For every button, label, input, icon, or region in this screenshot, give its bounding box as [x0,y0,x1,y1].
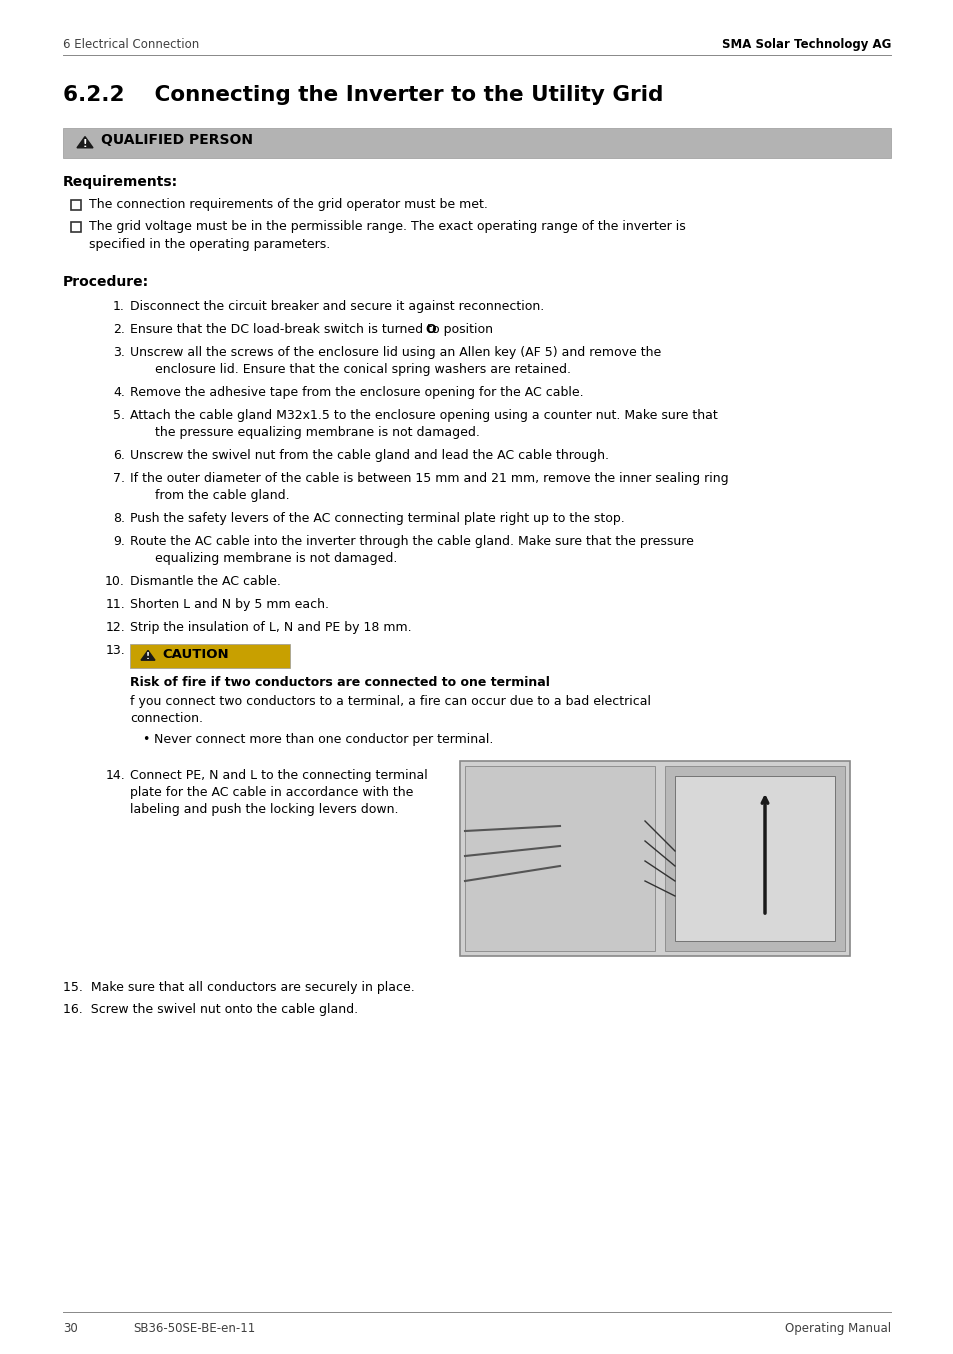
Text: 12.: 12. [105,621,125,634]
Text: Procedure:: Procedure: [63,275,149,288]
Text: !: ! [83,139,88,149]
Text: 14.: 14. [105,769,125,783]
Bar [63,129,890,158]
Text: The connection requirements of the grid operator must be met.: The connection requirements of the grid … [89,198,487,211]
Text: QUALIFIED PERSON: QUALIFIED PERSON [101,133,253,148]
Text: equalizing membrane is not damaged.: equalizing membrane is not damaged. [154,552,397,565]
Text: Unscrew the swivel nut from the cable gland and lead the AC cable through.: Unscrew the swivel nut from the cable gl… [130,450,608,462]
Text: enclosure lid. Ensure that the conical spring washers are retained.: enclosure lid. Ensure that the conical s… [154,363,571,376]
Text: 13.: 13. [105,645,125,657]
Bar [71,222,81,232]
Text: 4.: 4. [113,386,125,399]
Text: Route the AC cable into the inverter through the cable gland. Make sure that the: Route the AC cable into the inverter thr… [130,535,693,548]
Text: Operating Manual: Operating Manual [784,1322,890,1335]
Text: 10.: 10. [105,575,125,588]
Bar [464,766,655,951]
Polygon shape [141,650,154,661]
Polygon shape [77,137,92,148]
Text: If the outer diameter of the cable is between 15 mm and 21 mm, remove the inner : If the outer diameter of the cable is be… [130,473,728,485]
Text: 9.: 9. [113,535,125,548]
Text: .: . [433,324,436,336]
Text: The grid voltage must be in the permissible range. The exact operating range of : The grid voltage must be in the permissi… [89,219,685,233]
Text: specified in the operating parameters.: specified in the operating parameters. [89,238,330,250]
Text: 1.: 1. [113,301,125,313]
Text: Disconnect the circuit breaker and secure it against reconnection.: Disconnect the circuit breaker and secur… [130,301,543,313]
Bar [459,761,849,956]
Text: 6.2.2    Connecting the Inverter to the Utility Grid: 6.2.2 Connecting the Inverter to the Uti… [63,85,662,106]
Text: the pressure equalizing membrane is not damaged.: the pressure equalizing membrane is not … [154,427,479,439]
Text: Shorten L and N by 5 mm each.: Shorten L and N by 5 mm each. [130,598,329,611]
Text: Attach the cable gland M32x1.5 to the enclosure opening using a counter nut. Mak: Attach the cable gland M32x1.5 to the en… [130,409,717,422]
Text: from the cable gland.: from the cable gland. [154,489,290,502]
Text: Push the safety levers of the AC connecting terminal plate right up to the stop.: Push the safety levers of the AC connect… [130,512,624,525]
Bar [130,645,290,668]
Text: •: • [142,733,150,746]
Text: Connect PE, N and L to the connecting terminal: Connect PE, N and L to the connecting te… [130,769,427,783]
Text: 30: 30 [63,1322,77,1335]
Text: O: O [424,324,436,336]
Text: Remove the adhesive tape from the enclosure opening for the AC cable.: Remove the adhesive tape from the enclos… [130,386,583,399]
Text: Ensure that the DC load-break switch is turned to position: Ensure that the DC load-break switch is … [130,324,497,336]
Bar [664,766,844,951]
Bar [71,200,81,210]
Text: connection.: connection. [130,712,203,724]
Text: Never connect more than one conductor per terminal.: Never connect more than one conductor pe… [153,733,493,746]
Text: 6.: 6. [113,450,125,462]
Text: f you connect two conductors to a terminal, a fire can occur due to a bad electr: f you connect two conductors to a termin… [130,695,650,708]
Text: 11.: 11. [105,598,125,611]
Text: 5.: 5. [112,409,125,422]
Text: CAUTION: CAUTION [162,649,229,661]
Text: Strip the insulation of L, N and PE by 18 mm.: Strip the insulation of L, N and PE by 1… [130,621,411,634]
Text: labeling and push the locking levers down.: labeling and push the locking levers dow… [130,803,398,816]
Text: plate for the AC cable in accordance with the: plate for the AC cable in accordance wit… [130,787,413,799]
Text: !: ! [146,653,150,661]
Text: Requirements:: Requirements: [63,175,178,190]
Text: 7.: 7. [112,473,125,485]
Text: Dismantle the AC cable.: Dismantle the AC cable. [130,575,280,588]
Bar [675,776,834,941]
Text: SMA Solar Technology AG: SMA Solar Technology AG [720,38,890,51]
Text: Unscrew all the screws of the enclosure lid using an Allen key (AF 5) and remove: Unscrew all the screws of the enclosure … [130,347,660,359]
Text: 8.: 8. [112,512,125,525]
Text: 15.  Make sure that all conductors are securely in place.: 15. Make sure that all conductors are se… [63,982,415,994]
Text: 3.: 3. [113,347,125,359]
Text: 6 Electrical Connection: 6 Electrical Connection [63,38,199,51]
Text: SB36-50SE-BE-en-11: SB36-50SE-BE-en-11 [132,1322,255,1335]
Text: 16.  Screw the swivel nut onto the cable gland.: 16. Screw the swivel nut onto the cable … [63,1003,357,1016]
Text: 2.: 2. [113,324,125,336]
Text: Risk of fire if two conductors are connected to one terminal: Risk of fire if two conductors are conne… [130,676,549,689]
